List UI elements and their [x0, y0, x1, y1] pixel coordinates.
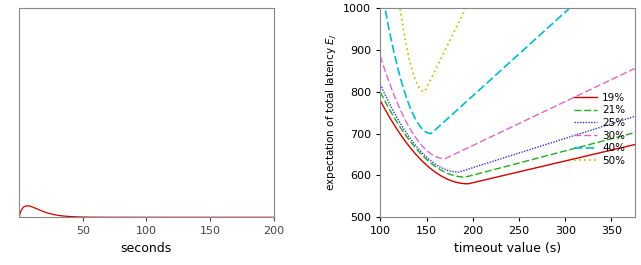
40%	[531, 38, 539, 41]
40%	[392, 59, 400, 62]
Line: 30%: 30%	[380, 56, 635, 159]
21%	[531, 157, 539, 160]
19%	[539, 165, 547, 168]
25%	[454, 170, 462, 174]
25%	[570, 134, 578, 137]
19%	[376, 99, 384, 102]
21%	[570, 147, 578, 150]
30%	[392, 98, 400, 101]
30%	[539, 111, 547, 114]
30%	[531, 114, 539, 117]
Line: 50%: 50%	[380, 0, 635, 92]
19%	[595, 151, 603, 154]
Line: 25%: 25%	[380, 84, 635, 172]
19%	[631, 143, 638, 146]
Line: 21%: 21%	[380, 92, 635, 177]
30%	[570, 96, 578, 99]
Line: 19%: 19%	[380, 101, 635, 184]
21%	[376, 90, 384, 94]
19%	[524, 168, 532, 171]
40%	[539, 31, 547, 34]
25%	[531, 146, 539, 149]
40%	[570, 3, 578, 6]
Legend: 19%, 21%, 25%, 30%, 40%, 50%: 19%, 21%, 25%, 30%, 40%, 50%	[570, 89, 629, 170]
21%	[392, 119, 400, 122]
30%	[441, 157, 449, 160]
21%	[595, 140, 603, 143]
21%	[631, 131, 638, 134]
30%	[631, 67, 638, 70]
25%	[524, 148, 532, 152]
X-axis label: seconds: seconds	[121, 242, 172, 255]
19%	[531, 166, 539, 170]
25%	[376, 83, 384, 86]
25%	[631, 115, 638, 118]
Y-axis label: expectation of total latency $E_J$: expectation of total latency $E_J$	[325, 34, 339, 191]
25%	[392, 114, 400, 117]
19%	[464, 182, 472, 186]
21%	[524, 159, 532, 162]
19%	[392, 126, 400, 129]
50%	[420, 90, 428, 93]
X-axis label: timeout value (s): timeout value (s)	[454, 242, 561, 255]
40%	[524, 44, 532, 47]
21%	[539, 155, 547, 158]
30%	[595, 84, 603, 87]
Line: 40%: 40%	[380, 0, 635, 134]
40%	[427, 132, 435, 135]
30%	[376, 55, 384, 58]
30%	[524, 117, 532, 121]
19%	[570, 157, 578, 161]
25%	[539, 144, 547, 147]
21%	[462, 175, 469, 179]
25%	[595, 126, 603, 129]
